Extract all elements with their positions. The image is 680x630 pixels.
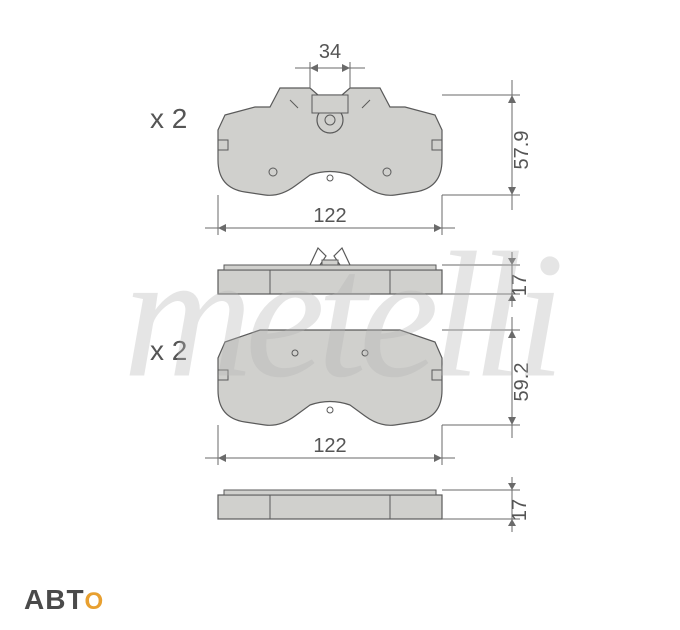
svg-text:34: 34 [319,41,341,63]
logo-prefix: ABT [24,584,85,615]
svg-text:122: 122 [313,205,346,227]
svg-text:57.9: 57.9 [511,131,533,170]
multiplier-label-bottom: x 2 [150,335,187,366]
dim-top-34: 34 [295,41,365,88]
site-logo: ABTO [24,584,104,616]
pad-top-side [218,248,442,294]
svg-text:17: 17 [509,274,531,296]
dim-side-17-top: 17 [442,252,531,307]
dim-right-579: 57.9 [442,80,533,210]
dim-right-592: 59.2 [442,317,533,438]
svg-text:17: 17 [509,499,531,521]
dim-width-122-top: 122 [205,195,455,235]
brake-pad-diagram: 34 57.9 122 x 2 17 [0,0,680,630]
pad-bottom-side [218,490,442,519]
multiplier-label-top: x 2 [150,103,187,134]
dim-side-17-bottom: 17 [442,477,531,532]
dim-width-122-bottom: 122 [205,425,455,465]
pad-bottom-front [218,330,442,425]
pad-top-front [218,88,442,195]
svg-text:122: 122 [313,435,346,457]
svg-text:59.2: 59.2 [511,363,533,402]
technical-drawing-svg: 34 57.9 122 x 2 17 [0,0,680,600]
logo-suffix: O [85,588,105,615]
